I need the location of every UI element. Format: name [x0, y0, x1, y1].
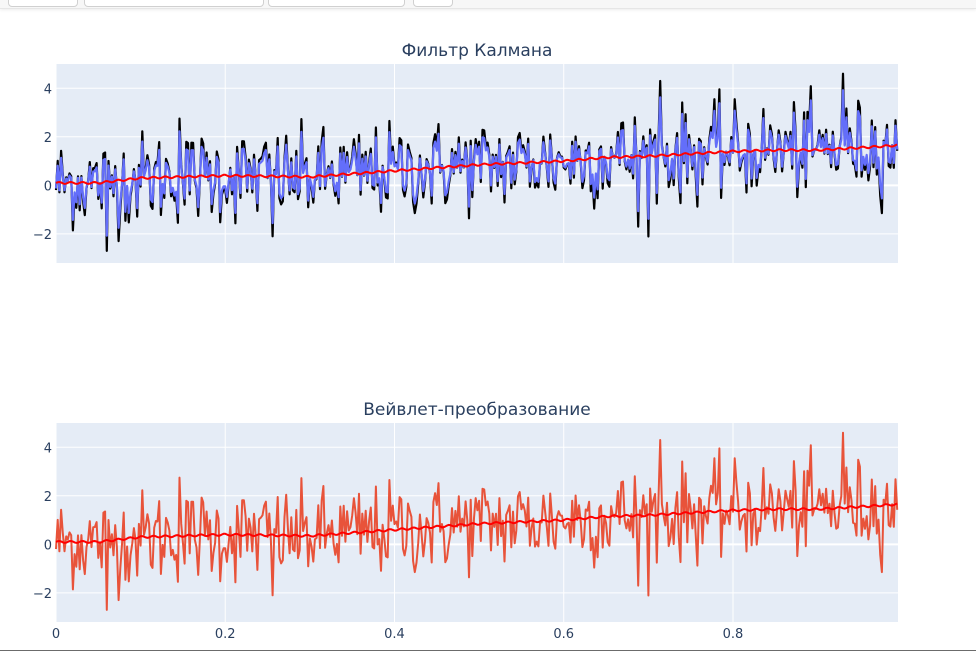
y-tick-labels: 4 2 0 −2 — [33, 441, 52, 602]
x-tick-label: 0 — [52, 627, 60, 642]
x-tick-label: 0.4 — [384, 627, 405, 642]
x-tick-label: 0.2 — [215, 627, 236, 642]
toolbar-button[interactable] — [84, 0, 264, 7]
toolbar-button[interactable] — [8, 0, 78, 7]
y-tick-label: 4 — [44, 441, 52, 456]
toolbar-button[interactable] — [413, 0, 453, 7]
y-tick-label: −2 — [33, 587, 52, 602]
y-tick-label: 2 — [44, 490, 52, 505]
x-tick-labels: 0 0.2 0.4 0.6 0.8 — [52, 627, 743, 642]
y-tick-label: 4 — [44, 82, 52, 97]
series-trend-line — [55, 143, 898, 185]
subplot-kalman: Фильтр Калмана 4 2 0 −2 — [33, 41, 899, 263]
plot-area — [56, 423, 898, 622]
y-tick-label: 0 — [44, 538, 52, 553]
toolbar-button[interactable] — [268, 0, 405, 7]
series-wavelet-line — [55, 431, 899, 611]
x-tick-label: 0.8 — [723, 627, 744, 642]
chart-title: Вейвлет-преобразование — [363, 400, 591, 420]
series-group — [55, 431, 899, 611]
toolbar — [0, 0, 976, 9]
y-tick-label: −2 — [33, 228, 52, 243]
y-tick-labels: 4 2 0 −2 — [33, 82, 52, 243]
series-group — [54, 72, 899, 252]
x-tick-label: 0.6 — [553, 627, 574, 642]
series-kalman-line — [54, 89, 899, 237]
plot-area — [56, 64, 898, 263]
y-tick-label: 0 — [44, 179, 52, 194]
chart-title: Фильтр Калмана — [402, 41, 553, 61]
series-trend-line — [55, 502, 898, 544]
y-tick-label: 2 — [44, 131, 52, 146]
subplot-wavelet: Вейвлет-преобразование 420−2 0 0.2 0.4 0.6 0… — [33, 400, 899, 642]
